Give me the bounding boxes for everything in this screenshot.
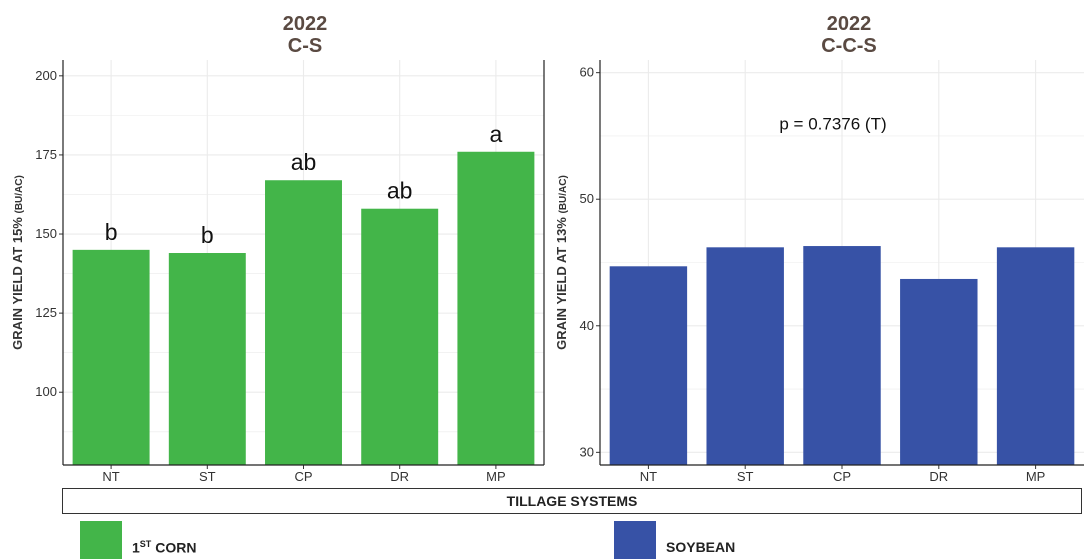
legend-corn-rest: CORN [151,539,197,556]
chart2-y-tick-label: 40 [580,318,594,333]
chart1-bar-DR [361,208,439,465]
chart1-y-tick-label: 100 [35,384,57,399]
chart1-y-axis-label-main: GRAIN YIELD AT 15% [10,214,25,350]
chart2-bar-MP [996,247,1075,465]
legend-item-corn: 1ST CORN [80,521,196,559]
x-axis-title: TILLAGE SYSTEMS [62,488,1082,514]
chart1-bar-ST [168,253,246,465]
chart1-y-tick-label: 125 [35,305,57,320]
chart1-x-tick-label: MP [486,469,506,484]
chart2-x-tick-label: ST [737,469,754,484]
chart1-bar-label: b [105,219,118,245]
charts-canvas: bNTbSTabCPabDRaMP1001251501752002022C-SG… [10,13,1084,484]
chart1-y-axis-label: GRAIN YIELD AT 15% (BU/AC) [10,175,25,350]
chart2-x-tick-label: DR [929,469,948,484]
chart2-y-tick-label: 60 [580,65,594,80]
chart1-x-tick-label: ST [199,469,216,484]
chart2-x-tick-label: CP [833,469,851,484]
chart1-bar-label: ab [387,178,413,204]
legend-corn-sup: ST [139,538,152,549]
chart2-y-axis-label: GRAIN YIELD AT 13% (BU/AC) [554,175,569,350]
chart1-y-axis-label-unit: (BU/AC) [14,175,25,213]
legend-swatch-soybean [614,521,656,559]
chart1-subtitle: C-S [288,35,322,57]
chart2-bar-CP [803,246,881,465]
chart2-title: 2022 [827,13,872,35]
chart2-subtitle: C-C-S [821,35,877,57]
chart2-bar-ST [706,247,784,465]
chart1-bar-label: b [201,222,214,248]
chart2-y-tick-label: 30 [580,444,594,459]
chart1-bar-MP [457,151,535,465]
legend-swatch-corn [80,521,122,559]
chart2-annotation: p = 0.7376 (T) [779,115,886,134]
chart2-bar-NT [609,266,688,465]
legend-label-corn: 1ST CORN [132,539,196,556]
chart1-y-tick-label: 200 [35,68,57,83]
chart2-bar-DR [900,278,978,465]
legend-item-soybean: SOYBEAN [614,521,735,559]
chart2-y-axis-label-unit: (BU/AC) [558,175,569,213]
chart2-x-tick-label: MP [1026,469,1046,484]
chart1-x-tick-label: DR [390,469,409,484]
chart1-y-tick-label: 175 [35,147,57,162]
legend-corn-base: 1 [132,539,140,556]
chart1-y-tick-label: 150 [35,226,57,241]
legend-label-soybean: SOYBEAN [666,539,736,555]
chart1-bar-label: ab [291,149,317,175]
chart2-y-tick-label: 50 [580,191,594,206]
chart2-y-axis-label-main: GRAIN YIELD AT 13% [554,214,569,350]
chart1-x-tick-label: CP [294,469,312,484]
chart1-bar-CP [265,180,342,465]
chart1-title: 2022 [283,13,328,35]
chart1-bar-label: a [490,121,503,147]
chart1-bar-NT [72,249,150,465]
chart2-x-tick-label: NT [640,469,657,484]
chart1-x-tick-label: NT [102,469,119,484]
